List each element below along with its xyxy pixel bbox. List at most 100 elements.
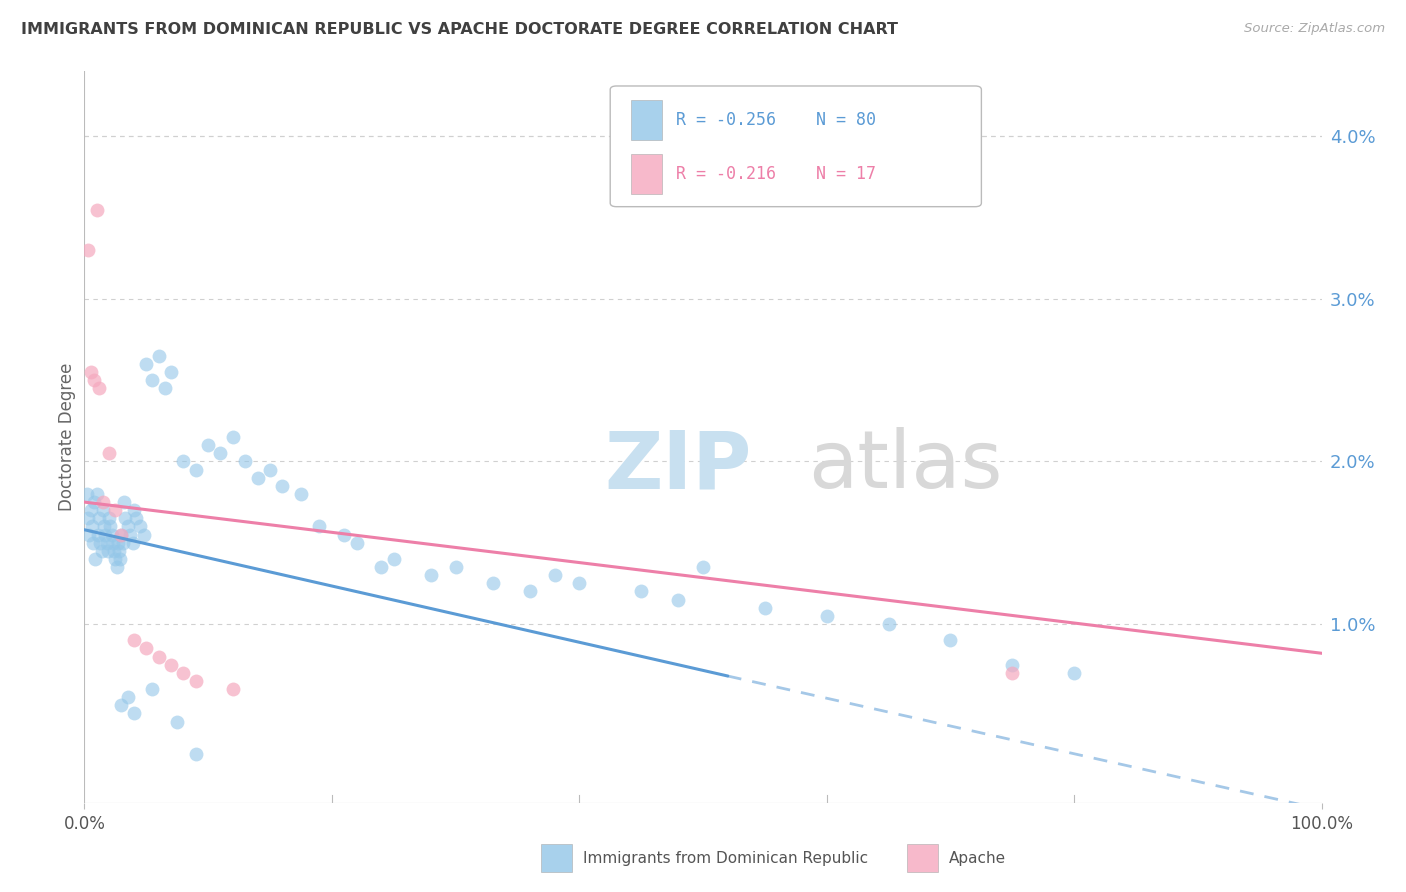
Point — [222, 681, 245, 696]
Point — [122, 706, 145, 721]
Y-axis label: Doctorate Degree: Doctorate Degree — [58, 363, 76, 511]
Point — [76, 487, 98, 501]
Point — [89, 535, 111, 549]
Text: IMMIGRANTS FROM DOMINICAN REPUBLIC VS APACHE DOCTORATE DEGREE CORRELATION CHART: IMMIGRANTS FROM DOMINICAN REPUBLIC VS AP… — [21, 22, 898, 37]
Point — [100, 527, 122, 541]
Point — [89, 511, 111, 525]
Point — [86, 487, 108, 501]
Point — [89, 381, 111, 395]
Point — [1001, 665, 1024, 680]
Point — [172, 454, 194, 468]
Point — [104, 503, 127, 517]
Text: Source: ZipAtlas.com: Source: ZipAtlas.com — [1244, 22, 1385, 36]
Point — [153, 381, 176, 395]
Point — [93, 519, 115, 533]
Point — [83, 495, 105, 509]
Point — [77, 511, 100, 525]
Point — [754, 600, 776, 615]
Point — [184, 747, 207, 761]
Point — [141, 681, 163, 696]
Point — [543, 568, 565, 582]
Point — [87, 527, 110, 541]
Point — [98, 519, 121, 533]
Point — [1063, 665, 1085, 680]
Point — [107, 535, 129, 549]
Point — [90, 544, 112, 558]
Point — [172, 665, 194, 680]
Bar — [631, 100, 662, 140]
Point — [114, 511, 136, 525]
Point — [370, 560, 392, 574]
Point — [132, 527, 155, 541]
Point — [308, 519, 330, 533]
Text: R = -0.256    N = 80: R = -0.256 N = 80 — [676, 112, 876, 129]
Point — [80, 519, 103, 533]
Point — [271, 479, 294, 493]
Point — [259, 462, 281, 476]
Point — [290, 487, 312, 501]
Point — [91, 495, 114, 509]
Point — [184, 462, 207, 476]
Point — [79, 503, 101, 517]
Point — [1001, 657, 1024, 672]
Point — [77, 243, 100, 257]
Point — [141, 373, 163, 387]
Point — [105, 560, 128, 574]
Point — [333, 527, 356, 541]
Point — [939, 633, 962, 648]
Point — [630, 584, 652, 599]
Point — [419, 568, 441, 582]
Point — [129, 519, 152, 533]
Point — [160, 657, 183, 672]
Point — [122, 633, 145, 648]
Point — [82, 535, 104, 549]
Point — [110, 527, 132, 541]
Point — [444, 560, 467, 574]
Point — [103, 544, 125, 558]
Point — [666, 592, 689, 607]
Point — [110, 527, 132, 541]
Point — [125, 511, 148, 525]
Point — [111, 535, 134, 549]
Point — [568, 576, 591, 591]
Point — [877, 617, 900, 632]
Point — [481, 576, 503, 591]
Text: atlas: atlas — [808, 427, 1002, 506]
Point — [83, 373, 105, 387]
Point — [160, 365, 183, 379]
Point — [110, 552, 132, 566]
Point — [79, 365, 101, 379]
Point — [86, 202, 108, 217]
Point — [135, 357, 157, 371]
Point — [96, 535, 118, 549]
Point — [209, 446, 232, 460]
Text: R = -0.216    N = 17: R = -0.216 N = 17 — [676, 165, 876, 183]
Point — [117, 519, 139, 533]
Point — [184, 673, 207, 688]
Point — [166, 714, 188, 729]
Point — [233, 454, 256, 468]
Point — [346, 535, 368, 549]
Point — [97, 544, 120, 558]
Point — [121, 535, 143, 549]
Point — [148, 649, 170, 664]
Point — [108, 544, 131, 558]
Point — [94, 527, 117, 541]
Point — [110, 698, 132, 713]
Bar — [631, 153, 662, 194]
Text: Immigrants from Dominican Republic: Immigrants from Dominican Republic — [583, 851, 869, 865]
Point — [91, 503, 114, 517]
Point — [246, 471, 269, 485]
Point — [222, 430, 245, 444]
Point — [382, 552, 405, 566]
Point — [84, 552, 107, 566]
Text: Apache: Apache — [949, 851, 1007, 865]
Point — [98, 511, 121, 525]
Text: ZIP: ZIP — [605, 427, 751, 506]
Point — [815, 608, 838, 623]
Point — [519, 584, 541, 599]
Point — [120, 527, 142, 541]
Point — [79, 527, 101, 541]
Point — [135, 641, 157, 656]
Point — [692, 560, 714, 574]
